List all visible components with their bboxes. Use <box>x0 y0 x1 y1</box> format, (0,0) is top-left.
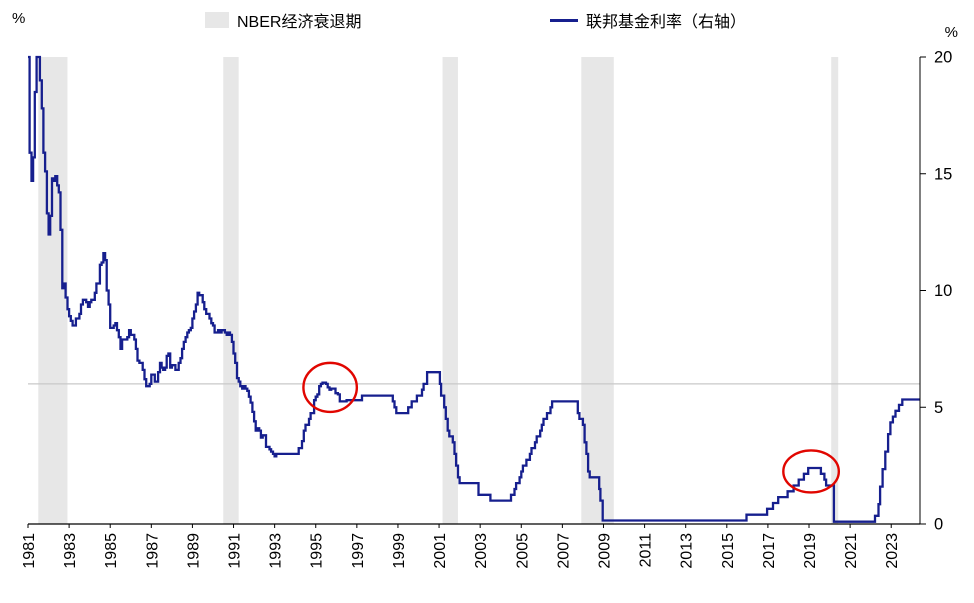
x-tick-label: 1997 <box>350 533 367 569</box>
x-tick-label: 1981 <box>21 533 38 569</box>
legend-label-rate: 联邦基金利率（右轴） <box>586 14 747 31</box>
legend-item-rate: 联邦基金利率（右轴） <box>550 8 746 32</box>
x-tick-label: 2023 <box>884 533 901 569</box>
x-tick-label: 2009 <box>596 533 613 569</box>
legend: NBER经济衰退期 联邦基金利率（右轴） <box>0 8 974 34</box>
y-tick-label-right: 0 <box>934 516 943 534</box>
y-tick-label-right: 15 <box>934 165 952 183</box>
x-tick-label: 2011 <box>638 533 655 568</box>
x-tick-label: 1983 <box>62 533 79 569</box>
left-axis-unit-label: % <box>12 10 26 27</box>
x-tick-label: 2017 <box>761 533 778 569</box>
x-tick-label: 2021 <box>843 533 860 569</box>
legend-item-recession: NBER经济衰退期 <box>205 8 361 32</box>
recession-band <box>831 57 839 524</box>
x-tick-label: 1989 <box>185 533 202 569</box>
highlight-circle <box>302 361 359 414</box>
y-tick-label-right: 20 <box>934 49 952 67</box>
right-axis-unit-label: % <box>944 24 958 41</box>
y-tick-label-right: 5 <box>934 399 943 417</box>
x-tick-label: 2007 <box>555 533 572 569</box>
recession-band <box>223 57 239 524</box>
x-tick-label: 2003 <box>473 533 490 569</box>
x-tick-label: 2001 <box>432 533 449 569</box>
x-tick-label: 2005 <box>514 533 531 569</box>
x-tick-label: 1985 <box>103 533 120 569</box>
legend-label-recession: NBER经济衰退期 <box>237 14 362 31</box>
x-tick-label: 1999 <box>391 533 408 569</box>
x-tick-label: 2015 <box>720 533 737 569</box>
x-tick-label: 1993 <box>268 533 285 569</box>
fed-funds-rate-line <box>28 55 920 523</box>
x-tick-label: 2013 <box>679 533 696 569</box>
highlight-circle <box>782 449 841 494</box>
rate-line-swatch <box>550 18 578 22</box>
x-tick-label: 1987 <box>144 533 161 569</box>
x-tick-label: 1991 <box>227 533 244 569</box>
recession-band-swatch <box>205 12 229 28</box>
y-tick-label-right: 10 <box>934 282 952 300</box>
x-tick-label: 1995 <box>309 533 326 569</box>
x-tick-label: 2019 <box>802 533 819 569</box>
